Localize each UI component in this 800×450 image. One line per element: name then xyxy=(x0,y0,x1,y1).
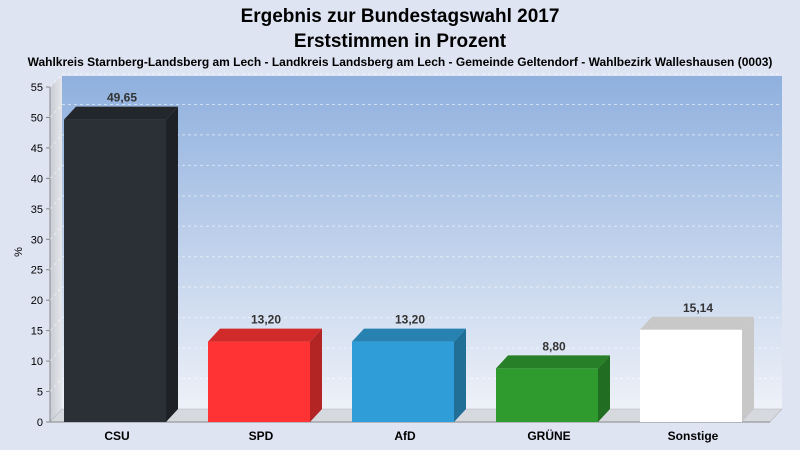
x-tick-label: AfD xyxy=(394,429,416,443)
gridline-side xyxy=(49,195,63,210)
bar-spd xyxy=(208,328,322,422)
bar-front xyxy=(640,329,742,422)
gridline-side xyxy=(49,73,63,88)
gridline-side xyxy=(49,104,63,118)
value-label: 13,20 xyxy=(395,313,425,327)
x-tick-label: GRÜNE xyxy=(527,428,570,443)
x-tick-label: SPD xyxy=(249,429,274,443)
y-tick-label: 20 xyxy=(31,295,43,307)
y-tick-label: 0 xyxy=(37,417,43,429)
x-tick-label: CSU xyxy=(104,429,129,443)
bar-front xyxy=(352,341,454,422)
gridline-side xyxy=(49,134,63,149)
gridline-side xyxy=(49,256,63,271)
bar-top xyxy=(208,328,322,342)
gridline-side xyxy=(49,286,63,301)
y-tick-label: 55 xyxy=(31,82,43,94)
bar-side xyxy=(310,328,322,422)
y-tick-label: 30 xyxy=(31,234,43,246)
value-label: 8,80 xyxy=(542,339,566,353)
bar-top xyxy=(496,355,610,369)
y-tick-label: 10 xyxy=(31,356,43,368)
bar-front xyxy=(208,341,310,422)
bar-side xyxy=(166,106,178,422)
bar-grüne xyxy=(496,355,610,422)
value-label: 49,65 xyxy=(107,91,137,105)
chart-subtitle: Wahlkreis Starnberg-Landsberg am Lech - … xyxy=(28,55,773,69)
bar-side xyxy=(742,316,754,422)
bar-top xyxy=(64,106,178,120)
gridline-side xyxy=(49,378,63,392)
bar-top xyxy=(640,316,754,330)
plot-side-wall xyxy=(50,76,62,422)
y-axis-label: % xyxy=(13,247,25,257)
chart-title-line2: Erststimmen in Prozent xyxy=(294,31,507,52)
value-label: 13,20 xyxy=(251,313,281,327)
y-tick-label: 5 xyxy=(37,387,43,399)
gridline-side xyxy=(49,317,63,331)
y-tick-label: 15 xyxy=(31,326,43,338)
bar-front xyxy=(64,119,166,422)
bar-side xyxy=(454,328,466,422)
y-tick-label: 45 xyxy=(31,143,43,155)
gridline-side xyxy=(49,165,63,179)
gridline-side xyxy=(49,225,63,240)
y-tick-label: 40 xyxy=(31,173,43,185)
bar-afd xyxy=(352,328,466,422)
gridline-side xyxy=(49,347,63,362)
bar-side xyxy=(598,355,610,422)
bar-sonstige xyxy=(640,316,754,422)
chart-title: Ergebnis zur Bundestagswahl 2017 xyxy=(241,6,560,27)
bar-csu xyxy=(64,106,178,422)
y-tick-label: 35 xyxy=(31,204,43,216)
x-tick-label: Sonstige xyxy=(668,429,719,443)
value-label: 15,14 xyxy=(683,301,713,315)
y-tick-label: 50 xyxy=(31,112,43,124)
bar-front xyxy=(496,368,598,422)
bar-top xyxy=(352,328,466,342)
y-tick-label: 25 xyxy=(31,265,43,277)
